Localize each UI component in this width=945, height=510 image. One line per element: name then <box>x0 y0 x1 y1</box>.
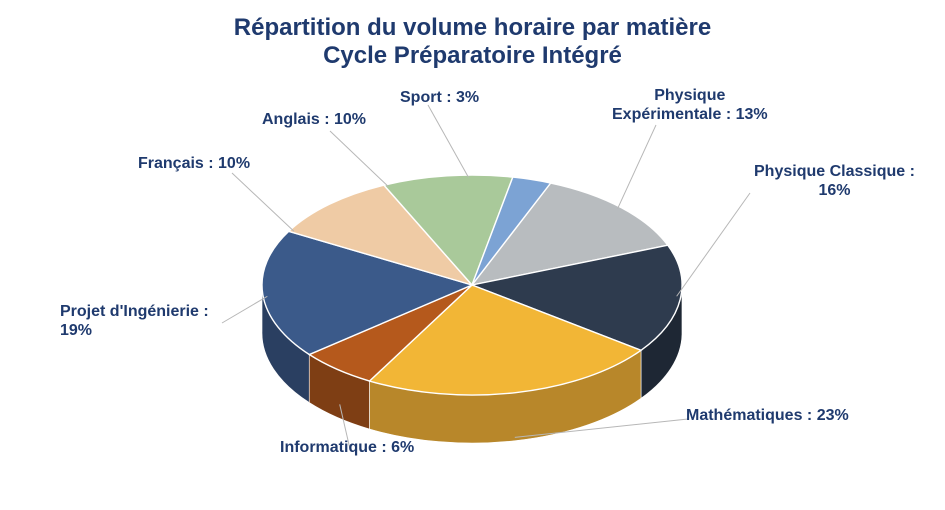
leader-line <box>428 105 468 177</box>
pie-chart: Physique Expérimentale : 13%Physique Cla… <box>0 75 945 505</box>
leader-line <box>222 296 267 323</box>
leader-line <box>330 131 388 187</box>
leader-line <box>232 173 294 231</box>
leader-line <box>618 125 656 209</box>
leader-line <box>677 193 750 296</box>
chart-title: Répartition du volume horaire par matièr… <box>0 14 945 69</box>
pie-svg <box>0 75 945 505</box>
